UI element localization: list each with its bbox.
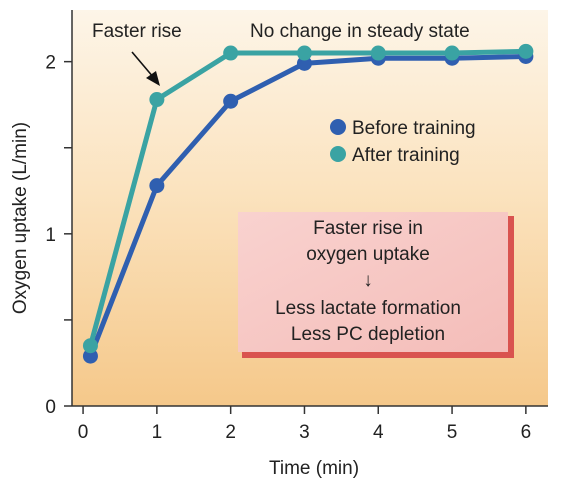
axis-tick-labels: 0 1 2 3 4 5 6 0 1 2	[45, 53, 531, 443]
data-point-after-training	[223, 45, 239, 61]
y-axis-title: Oxygen uptake (L/min)	[10, 122, 31, 314]
x-tick-label: 4	[373, 422, 384, 443]
data-point-after-training	[149, 92, 165, 108]
legend-label-before: Before training	[352, 118, 476, 139]
y-tick-label: 1	[45, 225, 56, 246]
box-line-4: Less PC depletion	[291, 324, 445, 345]
legend-label-after: After training	[352, 145, 460, 166]
data-point-before-training	[296, 55, 312, 71]
y-tick-label: 2	[45, 53, 56, 74]
steady-state-annotation: No change in steady state	[250, 21, 470, 42]
x-tick-label: 6	[521, 422, 532, 443]
faster-rise-arrow-head	[146, 71, 160, 86]
data-point-before-training	[82, 348, 98, 364]
x-axis-title: Time (min)	[269, 458, 359, 479]
data-point-after-training	[518, 43, 534, 59]
faster-rise-annotation: Faster rise	[92, 21, 182, 42]
x-tick-label: 2	[225, 422, 236, 443]
box-line-1: Faster rise in	[313, 218, 423, 239]
y-tick-label: 0	[45, 397, 56, 418]
legend: Before training After training	[330, 118, 476, 166]
data-point-before-training	[149, 178, 165, 194]
faster-rise-arrow-line	[131, 51, 155, 79]
box-line-2: oxygen uptake	[306, 244, 430, 265]
axis-ticks	[64, 60, 527, 414]
x-tick-label: 0	[78, 422, 89, 443]
box-line-3: Less lactate formation	[275, 298, 461, 319]
box-down-arrow: ↓	[363, 270, 373, 291]
series-layer	[82, 43, 534, 364]
data-point-after-training	[370, 45, 386, 61]
data-point-before-training	[223, 93, 239, 109]
legend-marker-before	[330, 119, 346, 135]
x-tick-label: 1	[152, 422, 163, 443]
data-point-after-training	[296, 45, 312, 61]
data-point-after-training	[82, 338, 98, 354]
legend-marker-after	[330, 146, 346, 162]
x-tick-label: 5	[447, 422, 458, 443]
x-tick-label: 3	[299, 422, 310, 443]
explanation-box-background	[238, 212, 508, 352]
data-point-after-training	[444, 45, 460, 61]
explanation-box: Faster rise in oxygen uptake ↓ Less lact…	[238, 212, 514, 358]
